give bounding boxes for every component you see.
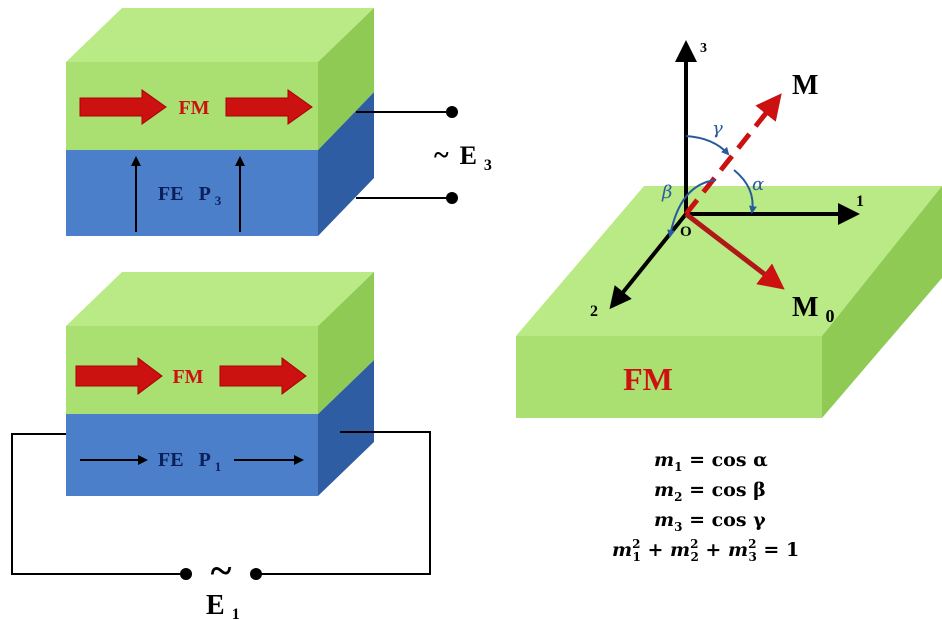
axis-2	[609, 212, 688, 310]
top-fe-front	[66, 150, 318, 236]
top-electrode-lower-terminal	[446, 192, 458, 204]
svg-text:~ E 3: ~ E 3	[434, 140, 492, 174]
svg-text:M 0: M 0	[792, 292, 834, 326]
bottom-field-sub: 1	[232, 606, 240, 620]
bottom-fm-top	[66, 272, 374, 326]
alpha-label: α	[752, 174, 764, 195]
gamma-arc	[685, 135, 730, 156]
bottom-circuit-left-wire	[11, 433, 184, 575]
slab-label: FM	[623, 361, 673, 397]
top-fe-side	[318, 92, 374, 236]
top-fm-top	[66, 8, 374, 62]
alpha-arc	[733, 169, 757, 214]
top-fm-arrow-left	[79, 89, 167, 125]
svg-text:FE P 3: FE P 3	[158, 183, 222, 208]
equations: m1 = cos α m2 = cos β m3 = cos γ m2 1 + m…	[612, 449, 799, 564]
beta-arc	[667, 179, 717, 238]
top-p-sub: 3	[215, 193, 222, 208]
bottom-fm-arrow-right	[219, 357, 307, 395]
m0-sub: 0	[825, 306, 834, 326]
top-fm-side	[318, 8, 374, 150]
top-field-tilde: ~	[434, 140, 449, 171]
bottom-fm-label: FM	[172, 366, 203, 388]
equation-2: m2 = cos β	[654, 479, 766, 504]
m0-vector	[684, 212, 785, 290]
bottom-stack: FM FE P 1 ~ E 1	[11, 272, 431, 620]
m-label: M	[792, 70, 818, 101]
bottom-field-label: E	[206, 590, 225, 620]
bottom-circuit-terminal-left	[180, 568, 192, 580]
bottom-p-label: P	[199, 449, 211, 471]
bottom-field-tilde: ~	[211, 548, 232, 593]
bottom-fm-arrow-left	[75, 357, 163, 395]
top-field-sub: 3	[484, 157, 492, 174]
bottom-fe-side	[318, 360, 374, 496]
m-vector	[684, 93, 782, 216]
axis-1-label: 1	[856, 193, 864, 210]
bottom-fe-front	[66, 414, 318, 496]
top-p-label: P	[199, 183, 211, 205]
axis-3-label: 3	[700, 41, 707, 56]
top-field-label: E	[460, 141, 477, 170]
axes-diagram: FM 3 1 2 O M 0 M γ α β	[516, 40, 942, 418]
bottom-circuit-terminal-right	[250, 568, 262, 580]
beta-label: β	[661, 182, 672, 203]
bottom-fm-side	[318, 272, 374, 414]
top-fe-label: FE	[158, 183, 184, 205]
origin-label: O	[680, 224, 692, 240]
svg-text:FE P 1: FE P 1	[158, 449, 221, 474]
bottom-p-sub: 1	[215, 459, 222, 474]
slab-side	[822, 186, 942, 418]
slab-front	[516, 336, 822, 418]
top-fm-arrow-right	[225, 89, 313, 125]
gamma-label: γ	[712, 118, 723, 139]
equation-1: m1 = cos α	[654, 449, 768, 474]
equation-3: m3 = cos γ	[654, 509, 766, 534]
top-fm-label: FM	[178, 97, 209, 119]
equation-sum: m2 1 + m2 2 + m2 3 = 1	[612, 537, 799, 564]
bottom-fe-label: FE	[158, 449, 184, 471]
top-electrode-upper-terminal	[446, 106, 458, 118]
bottom-circuit-right-wire	[258, 431, 431, 575]
axis-2-label: 2	[590, 303, 598, 320]
svg-text:E 1: E 1	[206, 590, 240, 620]
top-stack: FM FE P 3 ~ E 3	[66, 8, 492, 236]
m0-label: M	[792, 292, 818, 323]
